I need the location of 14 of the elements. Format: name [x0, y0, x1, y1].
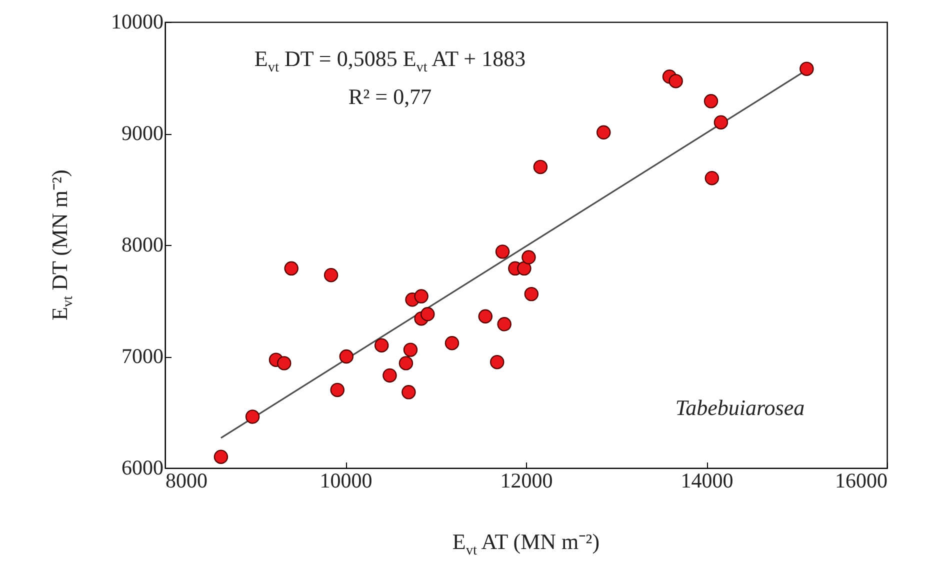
x-axis-title: E$_{vt}$ AT (MN m⁻²): [452, 528, 600, 560]
x-tick-label: 16000: [835, 468, 888, 492]
x-tick-label: 10000: [320, 468, 372, 492]
y-tick-label: 7000: [122, 344, 164, 368]
y-tick-label: 8000: [122, 232, 164, 256]
annotation: E$_{vt}$ DT = 0,5085 E$_{vt}$ AT + 1883: [254, 46, 526, 76]
annotation: R² = 0,77: [348, 84, 432, 110]
y-tick-label: 10000: [111, 10, 164, 34]
x-tick-label: 12000: [500, 468, 553, 492]
y-tick-label: 9000: [122, 121, 164, 145]
annotation: Tabebuiarosea: [675, 395, 805, 421]
y-tick-label: 6000: [122, 456, 164, 480]
x-tick-label: 8000: [166, 468, 208, 492]
x-tick-label: 14000: [680, 468, 734, 492]
